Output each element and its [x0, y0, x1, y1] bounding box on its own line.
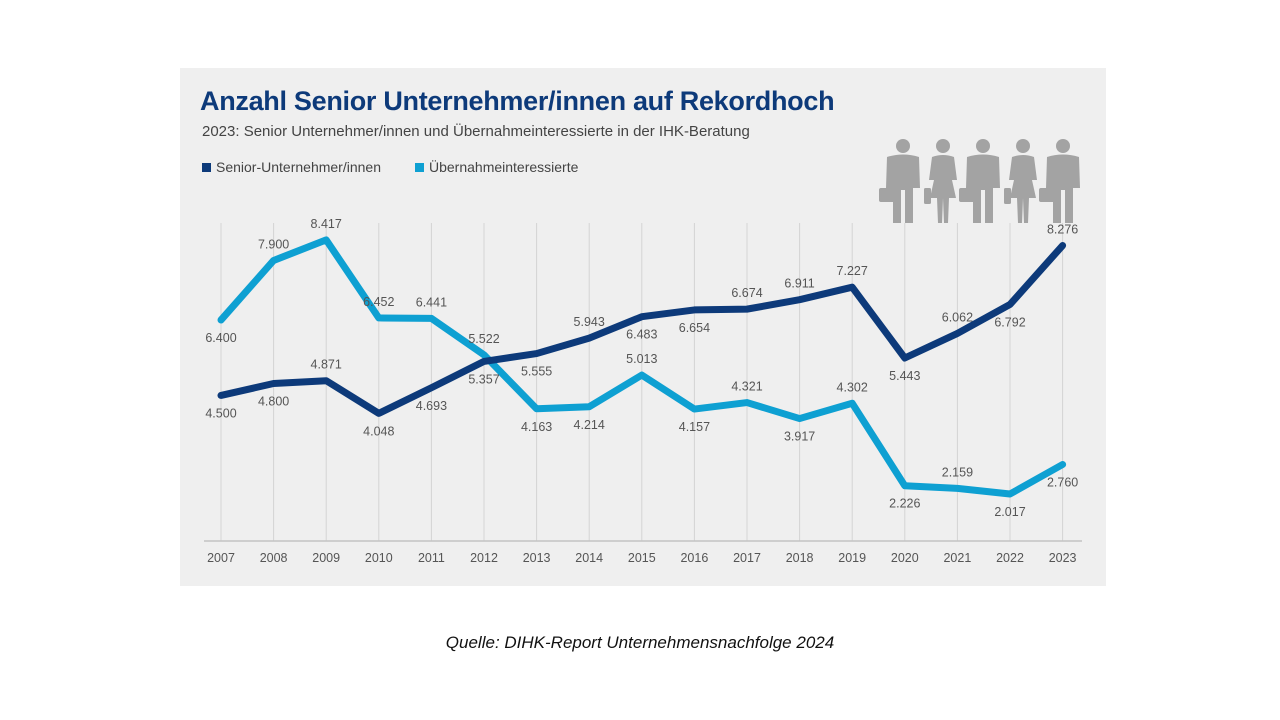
- briefcase: [879, 188, 895, 202]
- chart-title: Anzahl Senior Unternehmer/innen auf Reko…: [200, 86, 835, 116]
- data-label-uebernahme-2016: 4.157: [679, 420, 710, 434]
- data-label-uebernahme-2010: 6.452: [363, 295, 394, 309]
- briefcase: [959, 188, 975, 202]
- data-label-senior-2008: 4.800: [258, 395, 289, 409]
- x-tick-label-2023: 2023: [1049, 551, 1077, 565]
- x-tick-label-2016: 2016: [680, 551, 708, 565]
- x-tick-label-2009: 2009: [312, 551, 340, 565]
- x-tick-label-2011: 2011: [418, 551, 445, 565]
- person-head: [1056, 139, 1070, 153]
- person-head: [936, 139, 950, 153]
- person-head: [976, 139, 990, 153]
- data-label-uebernahme-2007: 6.400: [205, 331, 236, 345]
- data-label-senior-2016: 6.654: [679, 321, 710, 335]
- person-icon-4: [1004, 139, 1037, 223]
- data-label-senior-2018: 6.911: [784, 277, 814, 291]
- person-icon-1: [879, 139, 920, 223]
- chart-subtitle: 2023: Senior Unternehmer/innen und Übern…: [202, 123, 750, 140]
- line-chart: 2007 2008 2009 2010 2011 2012 2013 2014 2015 2016…: [204, 217, 1082, 565]
- data-label-senior-2013: 5.555: [521, 365, 552, 379]
- legend-label-uebernahme: Übernahmeinteressierte: [428, 159, 579, 175]
- person-body: [966, 154, 1000, 223]
- x-tick-label-2013: 2013: [523, 551, 551, 565]
- x-tick-label-2019: 2019: [838, 551, 866, 565]
- x-tick-label-2020: 2020: [891, 551, 919, 565]
- person-head: [896, 139, 910, 153]
- data-label-uebernahme-2023: 2.760: [1047, 476, 1078, 490]
- x-tick-label-2015: 2015: [628, 551, 656, 565]
- legend-item-senior: Senior-Unternehmer/innen: [202, 159, 381, 175]
- briefcase: [1039, 188, 1055, 202]
- data-label-uebernahme-2013: 4.163: [521, 420, 552, 434]
- data-label-uebernahme-2015: 5.013: [626, 352, 657, 366]
- data-label-uebernahme-2020: 2.226: [889, 497, 920, 511]
- x-tick-label-2021: 2021: [943, 551, 971, 565]
- person-icon-5: [1039, 139, 1080, 223]
- data-label-senior-2021: 6.062: [942, 310, 973, 324]
- person-body: [886, 154, 920, 223]
- x-tick-label-2018: 2018: [786, 551, 814, 565]
- person-body: [1009, 155, 1037, 223]
- data-label-senior-2012: 5.357: [468, 372, 499, 386]
- data-label-senior-2014: 5.943: [574, 315, 605, 329]
- person-body: [1046, 154, 1080, 223]
- data-label-uebernahme-2019: 4.302: [837, 380, 868, 394]
- x-tick-label-2017: 2017: [733, 551, 761, 565]
- briefcase: [1004, 188, 1011, 204]
- legend-swatch-uebernahme: [414, 162, 424, 172]
- data-label-uebernahme-2021: 2.159: [942, 465, 973, 479]
- legend: Senior-Unternehmer/innen Übernahmeintere…: [202, 159, 578, 175]
- data-label-uebernahme-2012: 5.522: [468, 332, 499, 346]
- data-label-senior-2009: 4.871: [311, 358, 342, 372]
- chart-panel: Anzahl Senior Unternehmer/innen auf Reko…: [180, 68, 1106, 586]
- data-label-uebernahme-2014: 4.214: [574, 418, 605, 432]
- data-label-uebernahme-2011: 6.441: [416, 295, 447, 309]
- legend-swatch-senior: [202, 162, 211, 172]
- legend-item-uebernahme: Übernahmeinteressierte: [414, 159, 579, 175]
- data-label-senior-2019: 7.227: [837, 264, 868, 278]
- data-label-senior-2023: 8.276: [1047, 223, 1078, 237]
- data-label-senior-2010: 4.048: [363, 424, 394, 438]
- x-tick-label-2007: 2007: [207, 551, 235, 565]
- data-label-senior-2011: 4.693: [416, 399, 447, 413]
- legend-label-senior: Senior-Unternehmer/innen: [216, 159, 381, 175]
- data-label-uebernahme-2017: 4.321: [731, 380, 762, 394]
- data-label-uebernahme-2022: 2.017: [994, 505, 1025, 519]
- data-label-uebernahme-2018: 3.917: [784, 430, 815, 444]
- data-label-senior-2007: 4.500: [205, 406, 236, 420]
- x-tick-label-2010: 2010: [365, 551, 393, 565]
- x-tick-label-2022: 2022: [996, 551, 1024, 565]
- data-label-uebernahme-2009: 8.417: [311, 217, 342, 231]
- person-body: [929, 155, 957, 223]
- business-people-icon: [879, 139, 1080, 223]
- person-head: [1016, 139, 1030, 153]
- x-tick-label-2012: 2012: [470, 551, 498, 565]
- source-caption: Quelle: DIHK-Report Unternehmensnachfolg…: [445, 633, 835, 652]
- briefcase: [924, 188, 931, 204]
- x-tick-label-2008: 2008: [260, 551, 288, 565]
- person-icon-2: [924, 139, 957, 223]
- data-label-senior-2017: 6.674: [731, 286, 762, 300]
- data-label-senior-2022: 6.792: [994, 315, 1025, 329]
- x-tick-label-2014: 2014: [575, 551, 603, 565]
- data-label-senior-2015: 6.483: [626, 328, 657, 342]
- data-label-uebernahme-2008: 7.900: [258, 237, 289, 251]
- person-icon-3: [959, 139, 1000, 223]
- data-label-senior-2020: 5.443: [889, 369, 920, 383]
